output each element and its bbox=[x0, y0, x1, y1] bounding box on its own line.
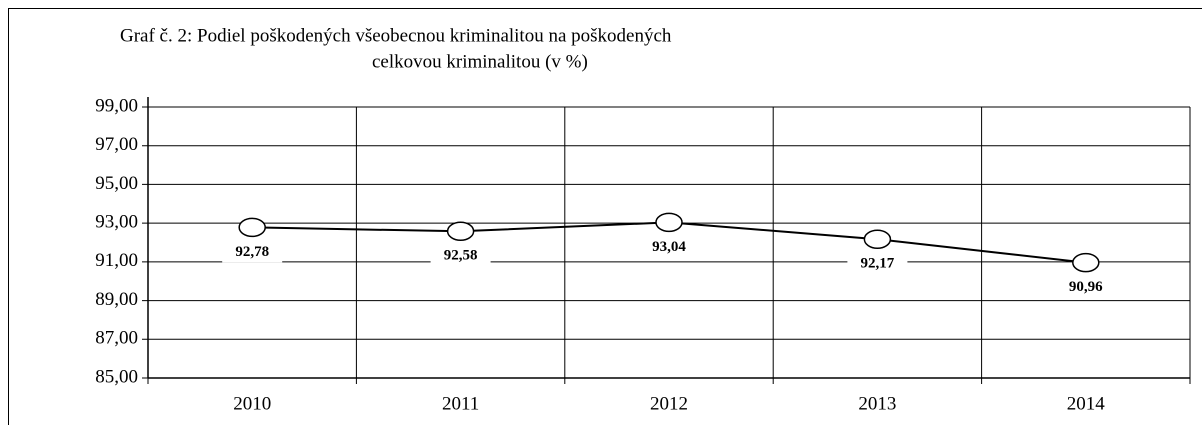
y-tick-label: 91,00 bbox=[95, 250, 138, 271]
x-tick-label: 2010 bbox=[233, 393, 271, 414]
y-tick-label: 85,00 bbox=[95, 366, 138, 387]
data-label: 92,17 bbox=[861, 256, 895, 272]
data-label-bg bbox=[430, 244, 491, 267]
y-tick-label: 93,00 bbox=[95, 212, 138, 233]
x-tick-label: 2012 bbox=[650, 393, 688, 414]
data-label-bg bbox=[222, 240, 283, 263]
data-label-bg bbox=[639, 235, 699, 258]
x-tick-label: 2011 bbox=[442, 393, 479, 414]
x-tick-label: 2014 bbox=[1067, 393, 1106, 414]
marker bbox=[238, 217, 266, 238]
data-label: 93,04 bbox=[652, 239, 686, 255]
data-label-bg bbox=[1055, 275, 1116, 298]
marker bbox=[863, 229, 892, 249]
data-label: 92,58 bbox=[444, 248, 478, 264]
y-tick-label: 89,00 bbox=[95, 289, 138, 310]
marker bbox=[446, 221, 475, 242]
marker bbox=[1072, 252, 1100, 273]
chart-title: Graf č. 2: Podiel poškodených všeobecnou… bbox=[120, 25, 672, 46]
chart-title: celkovou kriminalitou (v %) bbox=[372, 51, 588, 72]
data-label: 92,78 bbox=[235, 244, 269, 260]
x-tick-label: 2013 bbox=[858, 393, 896, 414]
y-tick-label: 95,00 bbox=[95, 173, 138, 194]
y-tick-label: 99,00 bbox=[95, 95, 138, 116]
marker bbox=[655, 212, 683, 233]
y-tick-label: 87,00 bbox=[95, 328, 138, 349]
chart-border bbox=[8, 8, 1202, 425]
data-label-bg bbox=[847, 252, 908, 275]
data-label: 90,96 bbox=[1069, 279, 1103, 295]
y-tick-label: 97,00 bbox=[95, 134, 138, 155]
